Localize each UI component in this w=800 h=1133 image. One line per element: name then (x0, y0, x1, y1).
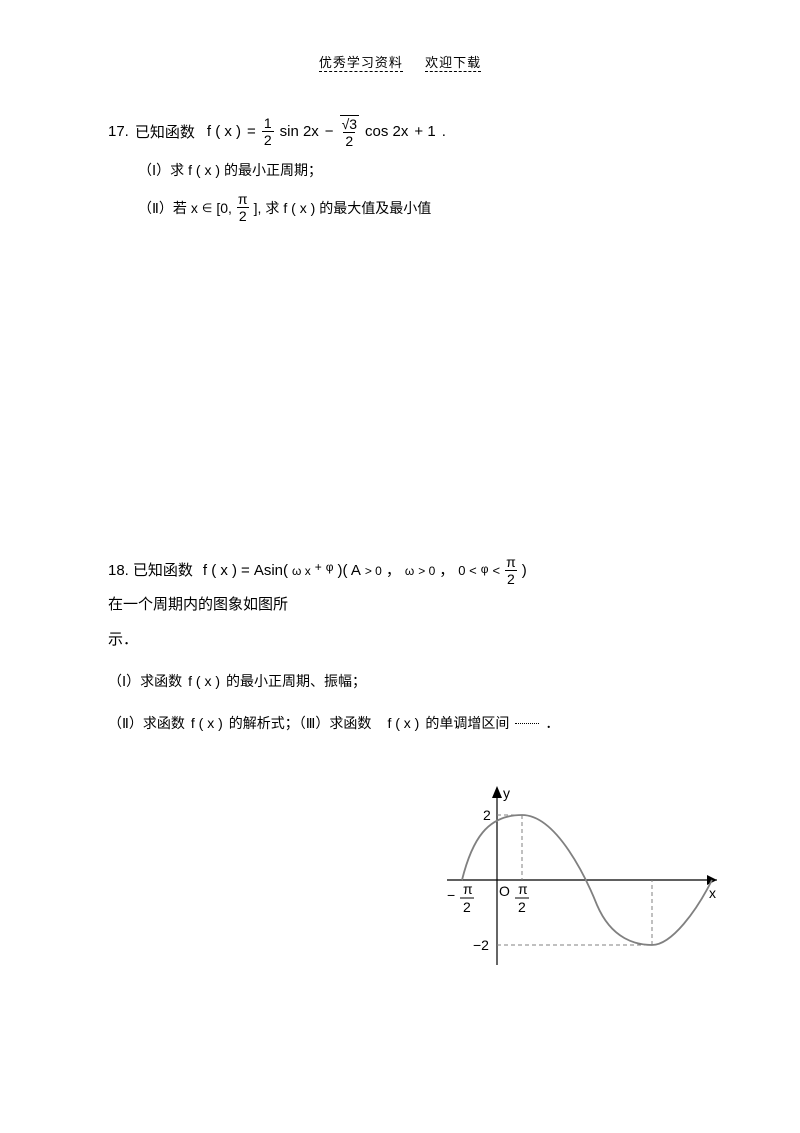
svg-text:−2: −2 (473, 937, 489, 953)
page-header: 优秀学习资料 欢迎下载 (0, 52, 800, 71)
header-left: 优秀学习资料 (319, 55, 403, 72)
svg-text:π: π (518, 881, 528, 897)
q17-pihalf: π 2 (236, 192, 250, 223)
q18-line1: 18. 已知函数 f ( x ) = Asin( ω x + φ )( A > … (108, 555, 708, 620)
q17-p2: （Ⅱ）若 x ∈ [0, π 2 ], 求 f ( x ) 的最大值及最小值 (138, 192, 698, 223)
q17-period: . (442, 123, 446, 140)
svg-text:2: 2 (518, 899, 526, 915)
q17-p1: （Ⅰ）求 f ( x ) 的最小正周期； (138, 160, 698, 180)
svg-text:2: 2 (463, 899, 471, 915)
q17-line1: 17. 已知函数 f ( x ) = 1 2 sin 2x − √3 2 cos… (108, 115, 698, 148)
q18: 18. 已知函数 f ( x ) = Asin( ω x + φ )( A > … (108, 555, 708, 733)
q18-pihalf: π 2 (504, 555, 518, 586)
q18-p2: （Ⅱ）求函数 f ( x ) 的解析式；（Ⅲ）求函数 f ( x ) 的单调增区… (108, 713, 708, 733)
svg-text:O: O (499, 883, 510, 899)
q17-cos: cos 2x (365, 123, 408, 140)
q17-fx: f ( x ) (207, 123, 241, 140)
q17-sin: sin 2x (280, 123, 319, 140)
header-right: 欢迎下载 (425, 55, 481, 72)
svg-text:−: − (447, 887, 455, 903)
q17-known: 已知函数 (135, 121, 195, 142)
q17-eq: = (247, 123, 256, 140)
q17-plus1: + 1 (414, 123, 435, 140)
q17-half: 1 2 (262, 116, 274, 147)
q18-line2: 示． (108, 628, 708, 649)
q18-graph: 2−2yxOπ2−π2 (397, 780, 737, 980)
q17-num: 17. (108, 123, 129, 140)
q18-p1: （Ⅰ）求函数 f ( x ) 的最小正周期、振幅； (108, 671, 708, 691)
q17: 17. 已知函数 f ( x ) = 1 2 sin 2x − √3 2 cos… (108, 115, 698, 223)
sine-graph: 2−2yxOπ2−π2 (397, 780, 737, 980)
q17-r3: √3 2 (340, 115, 359, 148)
q17-minus: − (325, 123, 334, 140)
svg-text:2: 2 (483, 807, 491, 823)
svg-text:π: π (463, 881, 473, 897)
svg-text:x: x (709, 885, 716, 901)
svg-text:y: y (503, 785, 510, 801)
